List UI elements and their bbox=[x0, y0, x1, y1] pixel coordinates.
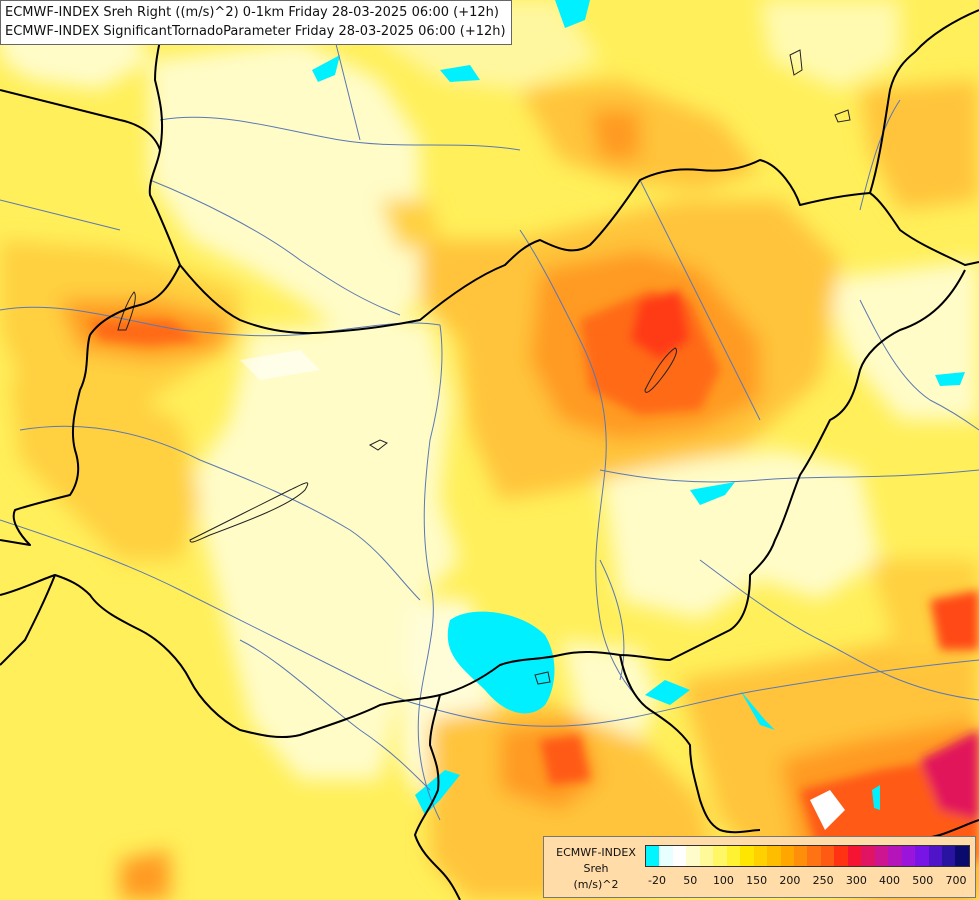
title-line-1: ECMWF-INDEX Sreh Right ((m/s)^2) 0-1km F… bbox=[5, 5, 499, 20]
legend-tick-labels: -20 50 100 150 200 250 300 400 500 700 bbox=[645, 874, 970, 890]
legend-tick-label: 200 bbox=[779, 874, 801, 887]
color-legend: ECMWF-INDEX Sreh (m/s)^2 -20 50 100 150 200 2… bbox=[543, 836, 976, 898]
title-line-2: ECMWF-INDEX SignificantTornadoParameter … bbox=[5, 24, 506, 39]
legend-swatch bbox=[847, 846, 862, 866]
legend-swatch bbox=[672, 846, 687, 866]
rivers bbox=[0, 19, 979, 821]
legend-unit: (m/s)^2 bbox=[573, 878, 619, 891]
legend-tick-label: -20 bbox=[648, 874, 666, 887]
legend-title: ECMWF-INDEX Sreh (m/s)^2 bbox=[548, 845, 644, 893]
legend-swatch bbox=[834, 846, 848, 866]
legend-swatch bbox=[753, 846, 768, 866]
legend-swatch bbox=[901, 846, 916, 866]
legend-tick-label: 150 bbox=[746, 874, 768, 887]
legend-tick-label: 250 bbox=[812, 874, 834, 887]
lakes bbox=[117, 49, 851, 685]
legend-tick-label: 100 bbox=[712, 874, 734, 887]
legend-swatch bbox=[874, 846, 889, 866]
legend-swatch bbox=[793, 846, 808, 866]
legend-model: ECMWF-INDEX bbox=[556, 846, 636, 859]
legend-tick-label: 300 bbox=[845, 874, 867, 887]
legend-swatch bbox=[699, 846, 714, 866]
map-title-box: ECMWF-INDEX Sreh Right ((m/s)^2) 0-1km F… bbox=[0, 0, 512, 45]
legend-tick-label: 400 bbox=[879, 874, 901, 887]
legend-swatch bbox=[955, 846, 969, 866]
legend-swatch bbox=[646, 846, 660, 866]
legend-tick-label: 700 bbox=[945, 874, 967, 887]
legend-swatch bbox=[686, 846, 700, 866]
legend-swatch bbox=[740, 846, 754, 866]
legend-swatch bbox=[928, 846, 942, 866]
legend-swatch bbox=[888, 846, 902, 866]
legend-swatch bbox=[659, 846, 673, 866]
legend-tick-label: 500 bbox=[912, 874, 934, 887]
legend-swatch bbox=[941, 846, 956, 866]
legend-swatch bbox=[780, 846, 794, 866]
legend-swatch bbox=[915, 846, 929, 866]
legend-parameter: Sreh bbox=[583, 862, 609, 875]
legend-color-scale bbox=[645, 845, 970, 867]
legend-swatch bbox=[713, 846, 727, 866]
legend-tick-label: 50 bbox=[683, 874, 698, 887]
legend-swatch bbox=[726, 846, 741, 866]
legend-swatch bbox=[767, 846, 781, 866]
legend-swatch bbox=[861, 846, 875, 866]
legend-swatch bbox=[807, 846, 821, 866]
legend-swatch bbox=[820, 846, 835, 866]
